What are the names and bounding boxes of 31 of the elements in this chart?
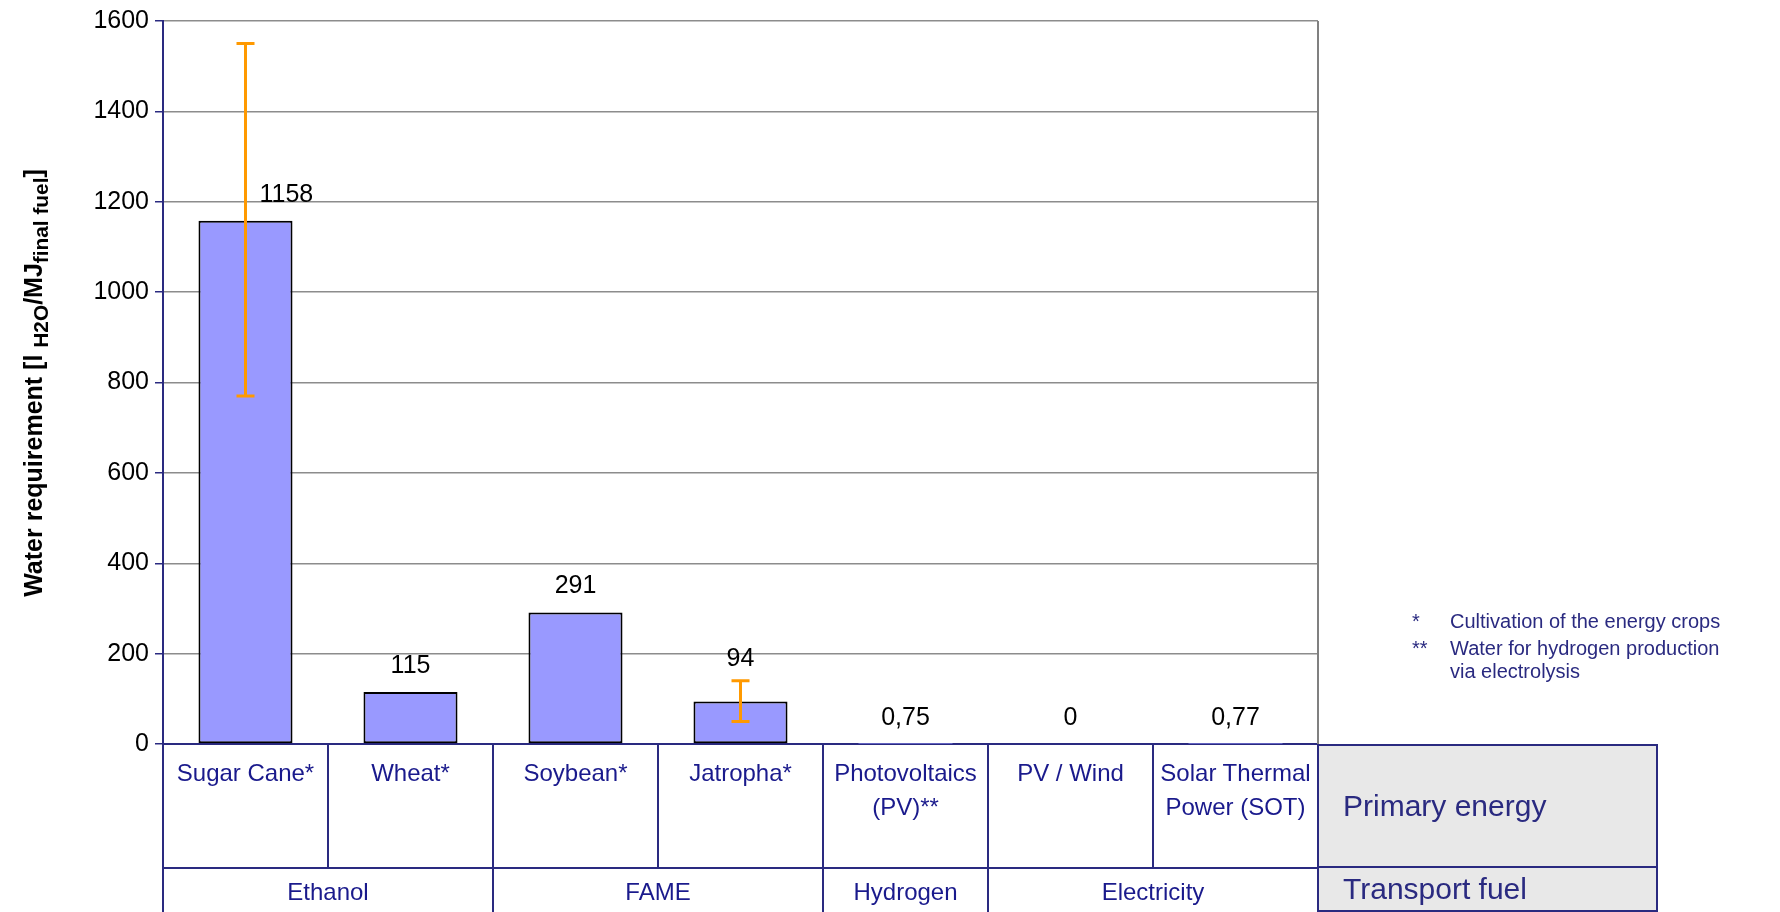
y-tick-label: 1200 bbox=[93, 185, 149, 214]
y-tick-label: 200 bbox=[107, 637, 149, 666]
text: ** Water for hydrogen production via electrolysis bbox=[1412, 637, 1721, 683]
x-tick-label: Sugar Cane* bbox=[176, 759, 315, 787]
text: Electricity bbox=[1100, 878, 1206, 906]
data-label: 291 bbox=[554, 570, 597, 599]
text: FAME bbox=[624, 878, 692, 906]
text: Ethanol bbox=[286, 878, 370, 906]
y-tick-label: 1600 bbox=[93, 4, 149, 33]
x-tick-label: Photovoltaics (PV)** bbox=[834, 759, 977, 821]
data-label: 0,77 bbox=[1211, 701, 1260, 730]
x-tick-label: Solar Thermal Power (SOT) bbox=[1160, 759, 1311, 821]
text: Transport fuel bbox=[1317, 866, 1658, 912]
data-label: 94 bbox=[726, 642, 755, 671]
y-tick-label: 600 bbox=[107, 456, 149, 485]
y-tick-label: 1400 bbox=[93, 95, 149, 124]
text: Primary energy bbox=[1317, 744, 1658, 868]
text: Hydrogen bbox=[852, 878, 959, 906]
text: * Cultivation of the energy crops bbox=[1412, 610, 1721, 632]
data-label: 0,75 bbox=[881, 701, 930, 730]
y-tick-label: 0 bbox=[135, 727, 149, 756]
x-tick-label: Soybean* bbox=[523, 759, 628, 787]
x-tick-label: Jatropha* bbox=[689, 759, 792, 787]
data-label: 1158 bbox=[259, 178, 314, 207]
data-label: 0 bbox=[1063, 701, 1078, 730]
data-label: 115 bbox=[390, 649, 431, 678]
y-tick-label: 1000 bbox=[93, 276, 149, 305]
y-tick-label: 400 bbox=[107, 547, 149, 576]
y-tick-label: 800 bbox=[107, 366, 149, 395]
x-tick-label: PV / Wind bbox=[1017, 759, 1124, 787]
x-tick-label: Wheat* bbox=[371, 759, 450, 787]
